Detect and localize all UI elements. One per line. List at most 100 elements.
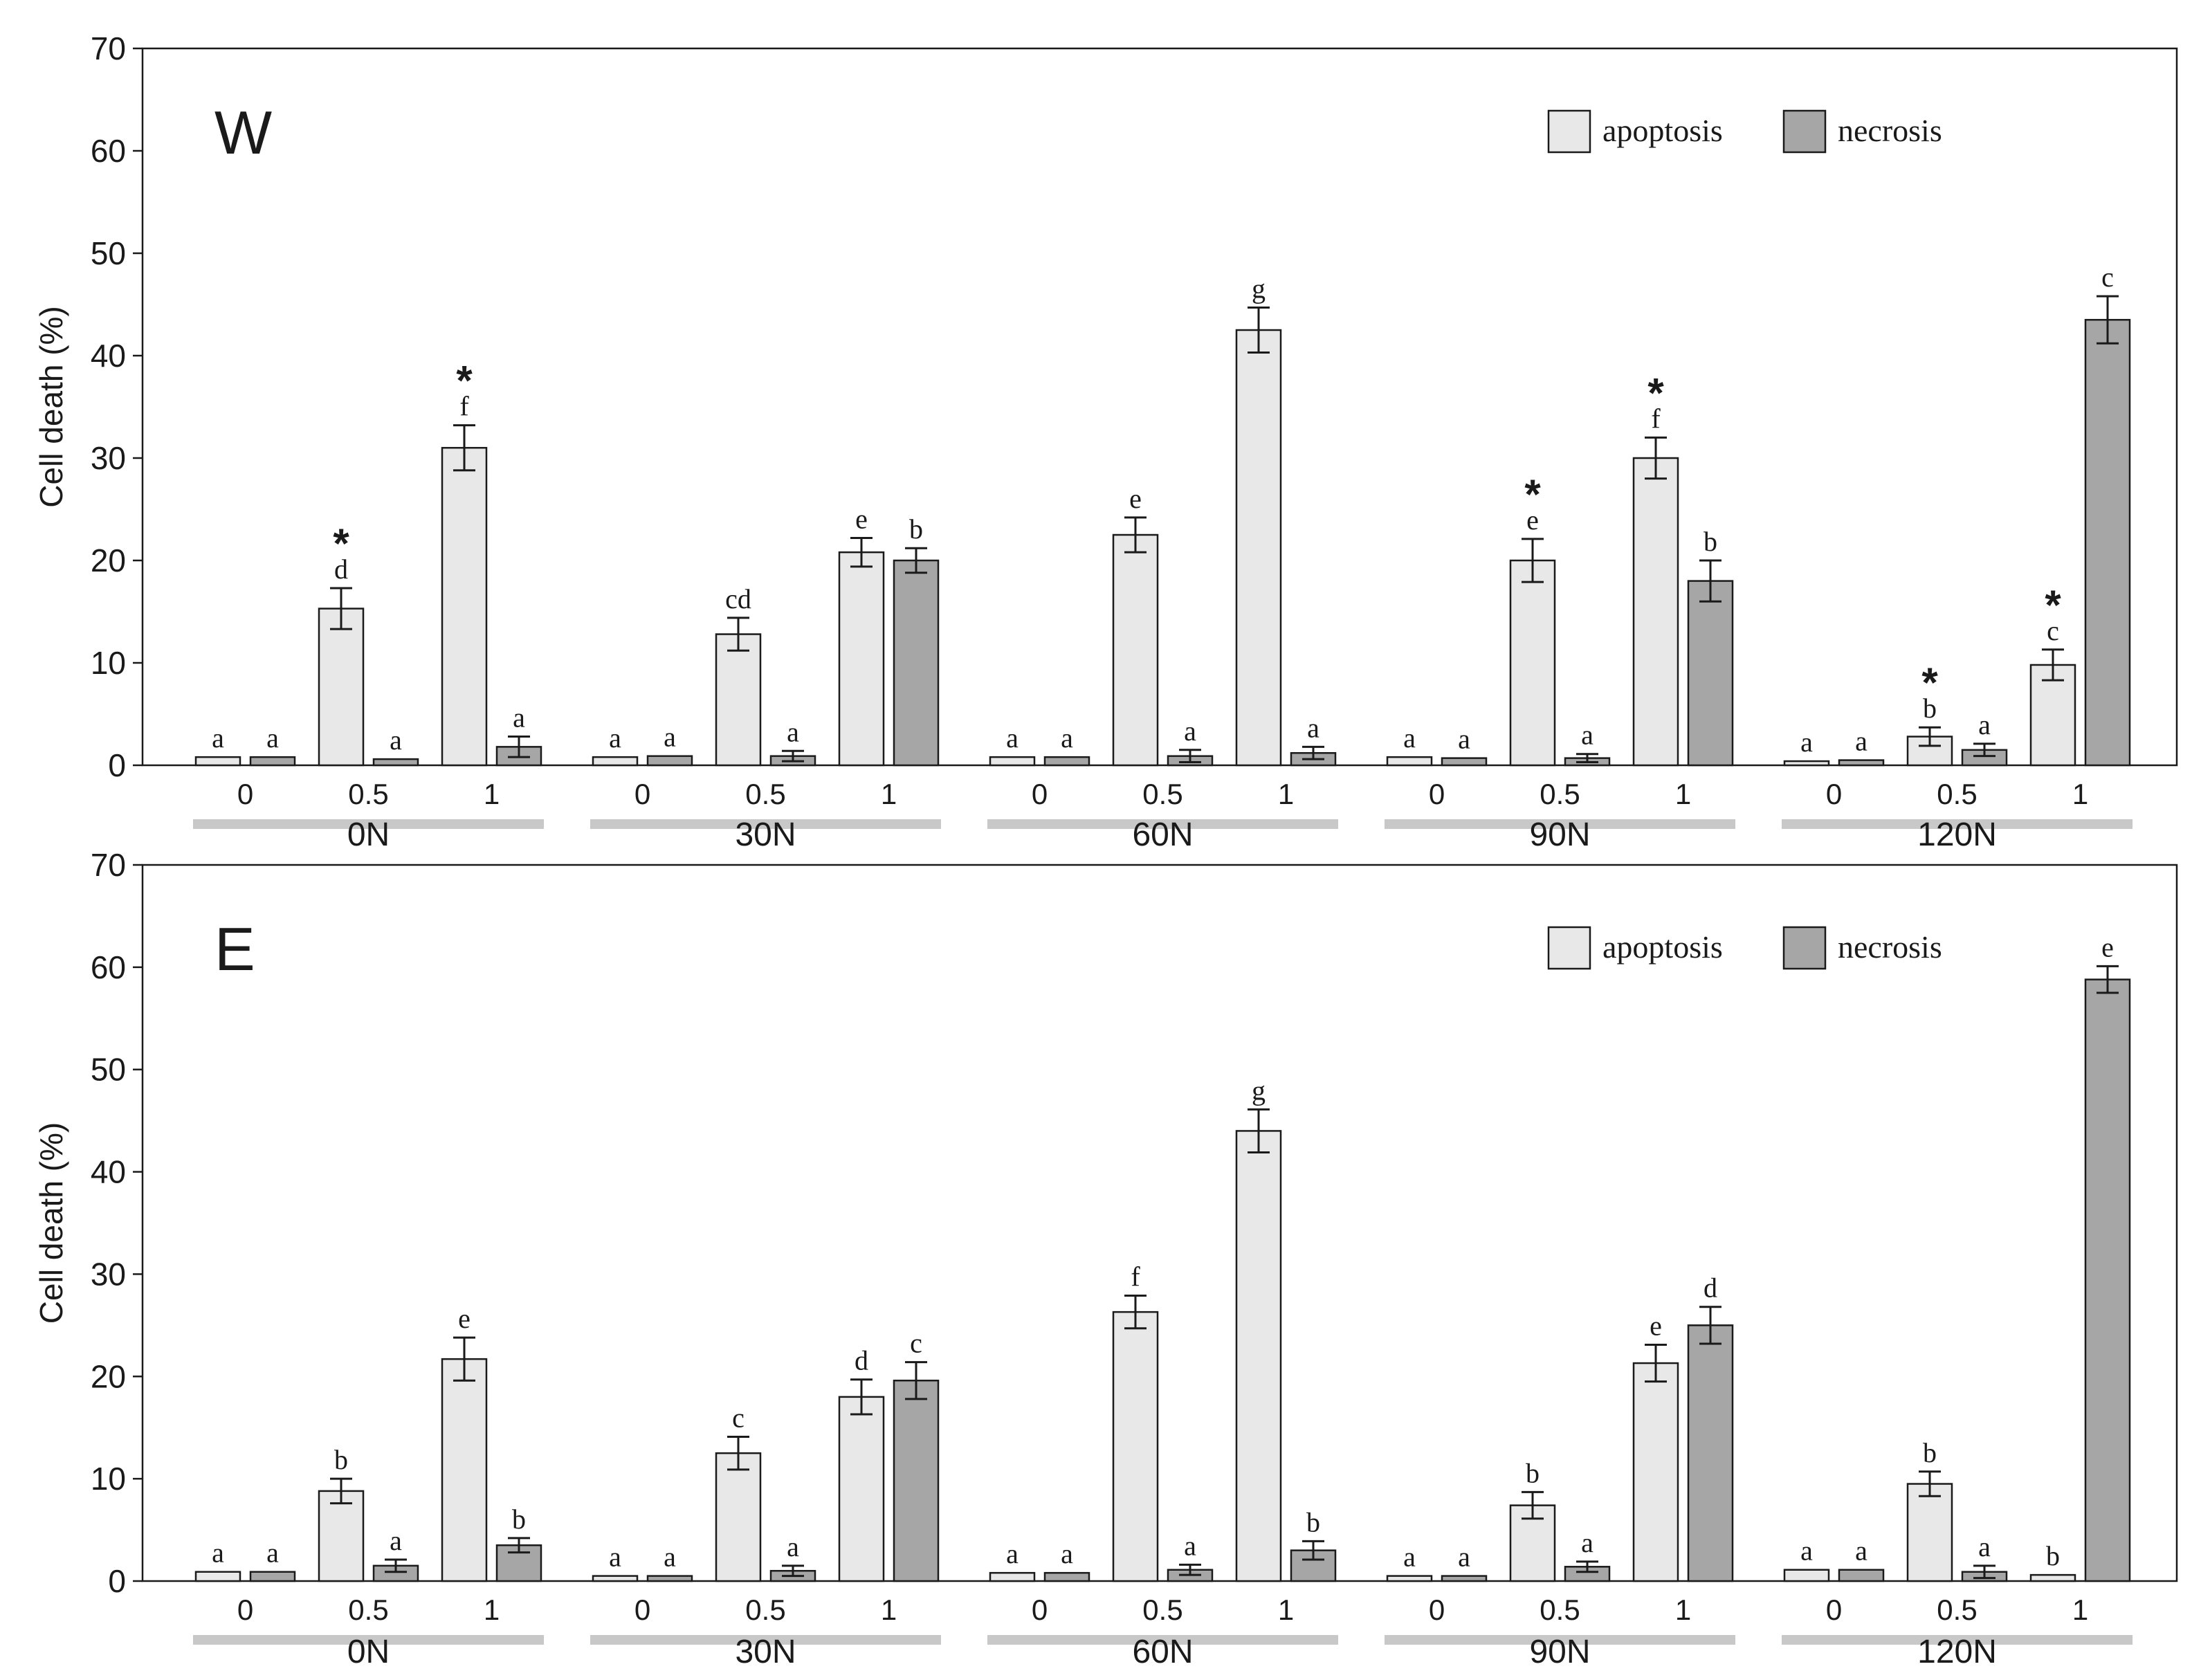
significance-letter: f — [1651, 403, 1661, 434]
y-tick-label: 70 — [91, 847, 126, 883]
bar-necrosis — [893, 559, 940, 767]
y-tick-label: 0 — [108, 1563, 126, 1599]
significance-letter: c — [2047, 615, 2059, 646]
bar-necrosis — [1838, 759, 1885, 767]
y-tick-label: 50 — [91, 1052, 126, 1088]
bar-apoptosis — [838, 1396, 885, 1582]
group-bracket — [987, 819, 1338, 829]
group-label: 30N — [735, 1634, 796, 1670]
significance-letter: a — [1855, 1535, 1867, 1567]
bar-necrosis — [893, 1379, 940, 1582]
legend-label-apoptosis: apoptosis — [1602, 113, 1723, 148]
significance-letter: a — [609, 1542, 621, 1573]
significance-letter: c — [2101, 262, 2114, 293]
bar-apoptosis — [838, 551, 885, 767]
bar-apoptosis — [1783, 1569, 1830, 1582]
bar-necrosis — [1441, 757, 1488, 767]
significance-letter: e — [458, 1303, 471, 1334]
significance-star: * — [456, 358, 473, 404]
y-tick-label: 50 — [91, 235, 126, 271]
significance-letter: e — [1650, 1310, 1662, 1341]
significance-star: * — [333, 520, 349, 567]
x-subcategory-label: 0 — [1032, 1594, 1048, 1626]
bar-necrosis — [1043, 1571, 1090, 1582]
bar-necrosis — [2084, 318, 2131, 767]
bar-necrosis — [1687, 580, 1734, 767]
significance-letter: e — [855, 503, 868, 534]
y-tick-label: 40 — [91, 1154, 126, 1190]
bar-apoptosis — [715, 633, 762, 767]
x-subcategory-label: 0.5 — [745, 1594, 785, 1626]
x-subcategory-label: 0 — [1826, 1594, 1842, 1626]
group-bracket — [193, 1635, 544, 1645]
bar-apoptosis — [194, 1571, 241, 1582]
x-subcategory-label: 0 — [1032, 778, 1048, 810]
legend-swatch-apoptosis — [1547, 926, 1591, 970]
significance-letter: e — [1129, 483, 1142, 514]
bar-apoptosis — [441, 1358, 488, 1582]
bar-necrosis — [2084, 978, 2131, 1582]
bar-apoptosis — [1235, 1130, 1282, 1582]
panel-letter: W — [214, 98, 272, 167]
group-bracket — [590, 819, 941, 829]
x-subcategory-label: 0 — [1826, 778, 1842, 810]
group-label: 90N — [1529, 816, 1590, 853]
bar-apoptosis — [1386, 756, 1433, 767]
group-label: 30N — [735, 816, 796, 853]
group-bracket — [987, 1635, 1338, 1645]
bar-necrosis — [646, 1575, 693, 1582]
bar-apoptosis — [194, 756, 241, 767]
significance-letter: d — [334, 554, 348, 585]
significance-letter: c — [910, 1328, 922, 1359]
significance-letter: a — [1978, 1531, 1991, 1562]
group-label: 120N — [1917, 816, 1997, 853]
bar-necrosis — [1043, 756, 1090, 767]
y-tick-label: 20 — [91, 1358, 126, 1394]
significance-letter: f — [459, 391, 469, 422]
x-subcategory-label: 1 — [1675, 778, 1691, 810]
significance-letter: a — [1581, 720, 1593, 751]
bar-necrosis — [1687, 1324, 1734, 1582]
x-subcategory-label: 0.5 — [745, 778, 785, 810]
legend-label-apoptosis: apoptosis — [1602, 929, 1723, 965]
significance-letter: b — [1704, 526, 1717, 557]
bar-apoptosis — [1906, 1483, 1953, 1582]
significance-letter: b — [512, 1504, 526, 1535]
significance-star: * — [1524, 471, 1541, 518]
x-subcategory-label: 1 — [1278, 778, 1294, 810]
significance-letter: e — [1526, 504, 1539, 536]
group-label: 60N — [1132, 1634, 1193, 1670]
significance-letter: d — [855, 1345, 868, 1376]
group-bracket — [1385, 819, 1735, 829]
plot-frame — [141, 47, 2178, 767]
y-tick-label: 0 — [108, 747, 126, 783]
x-subcategory-label: 0.5 — [1937, 778, 1977, 810]
significance-letter: b — [1526, 1457, 1540, 1488]
x-subcategory-label: 1 — [2072, 778, 2088, 810]
legend-label-necrosis: necrosis — [1838, 113, 1942, 148]
bar-apoptosis — [1235, 329, 1282, 767]
significance-letter: a — [266, 722, 279, 754]
significance-letter: d — [1704, 1272, 1717, 1304]
significance-letter: a — [1184, 715, 1196, 747]
y-tick-label: 60 — [91, 133, 126, 169]
bar-necrosis — [249, 1571, 296, 1582]
significance-letter: a — [390, 724, 402, 756]
y-axis-label: Cell death (%) — [33, 306, 69, 507]
bar-apoptosis — [715, 1452, 762, 1582]
y-tick-label: 30 — [91, 1256, 126, 1292]
y-tick-label: 10 — [91, 645, 126, 681]
x-subcategory-label: 0 — [1429, 1594, 1445, 1626]
significance-letter: a — [787, 716, 799, 747]
x-subcategory-label: 1 — [1675, 1594, 1691, 1626]
legend-swatch-necrosis — [1782, 109, 1827, 154]
plot-frame — [141, 864, 2178, 1582]
group-label: 90N — [1529, 1634, 1590, 1670]
significance-star: * — [1647, 369, 1664, 416]
significance-letter: a — [664, 722, 676, 753]
significance-star: * — [1921, 659, 1938, 706]
significance-letter: a — [787, 1531, 799, 1562]
group-bracket — [1782, 819, 2132, 829]
